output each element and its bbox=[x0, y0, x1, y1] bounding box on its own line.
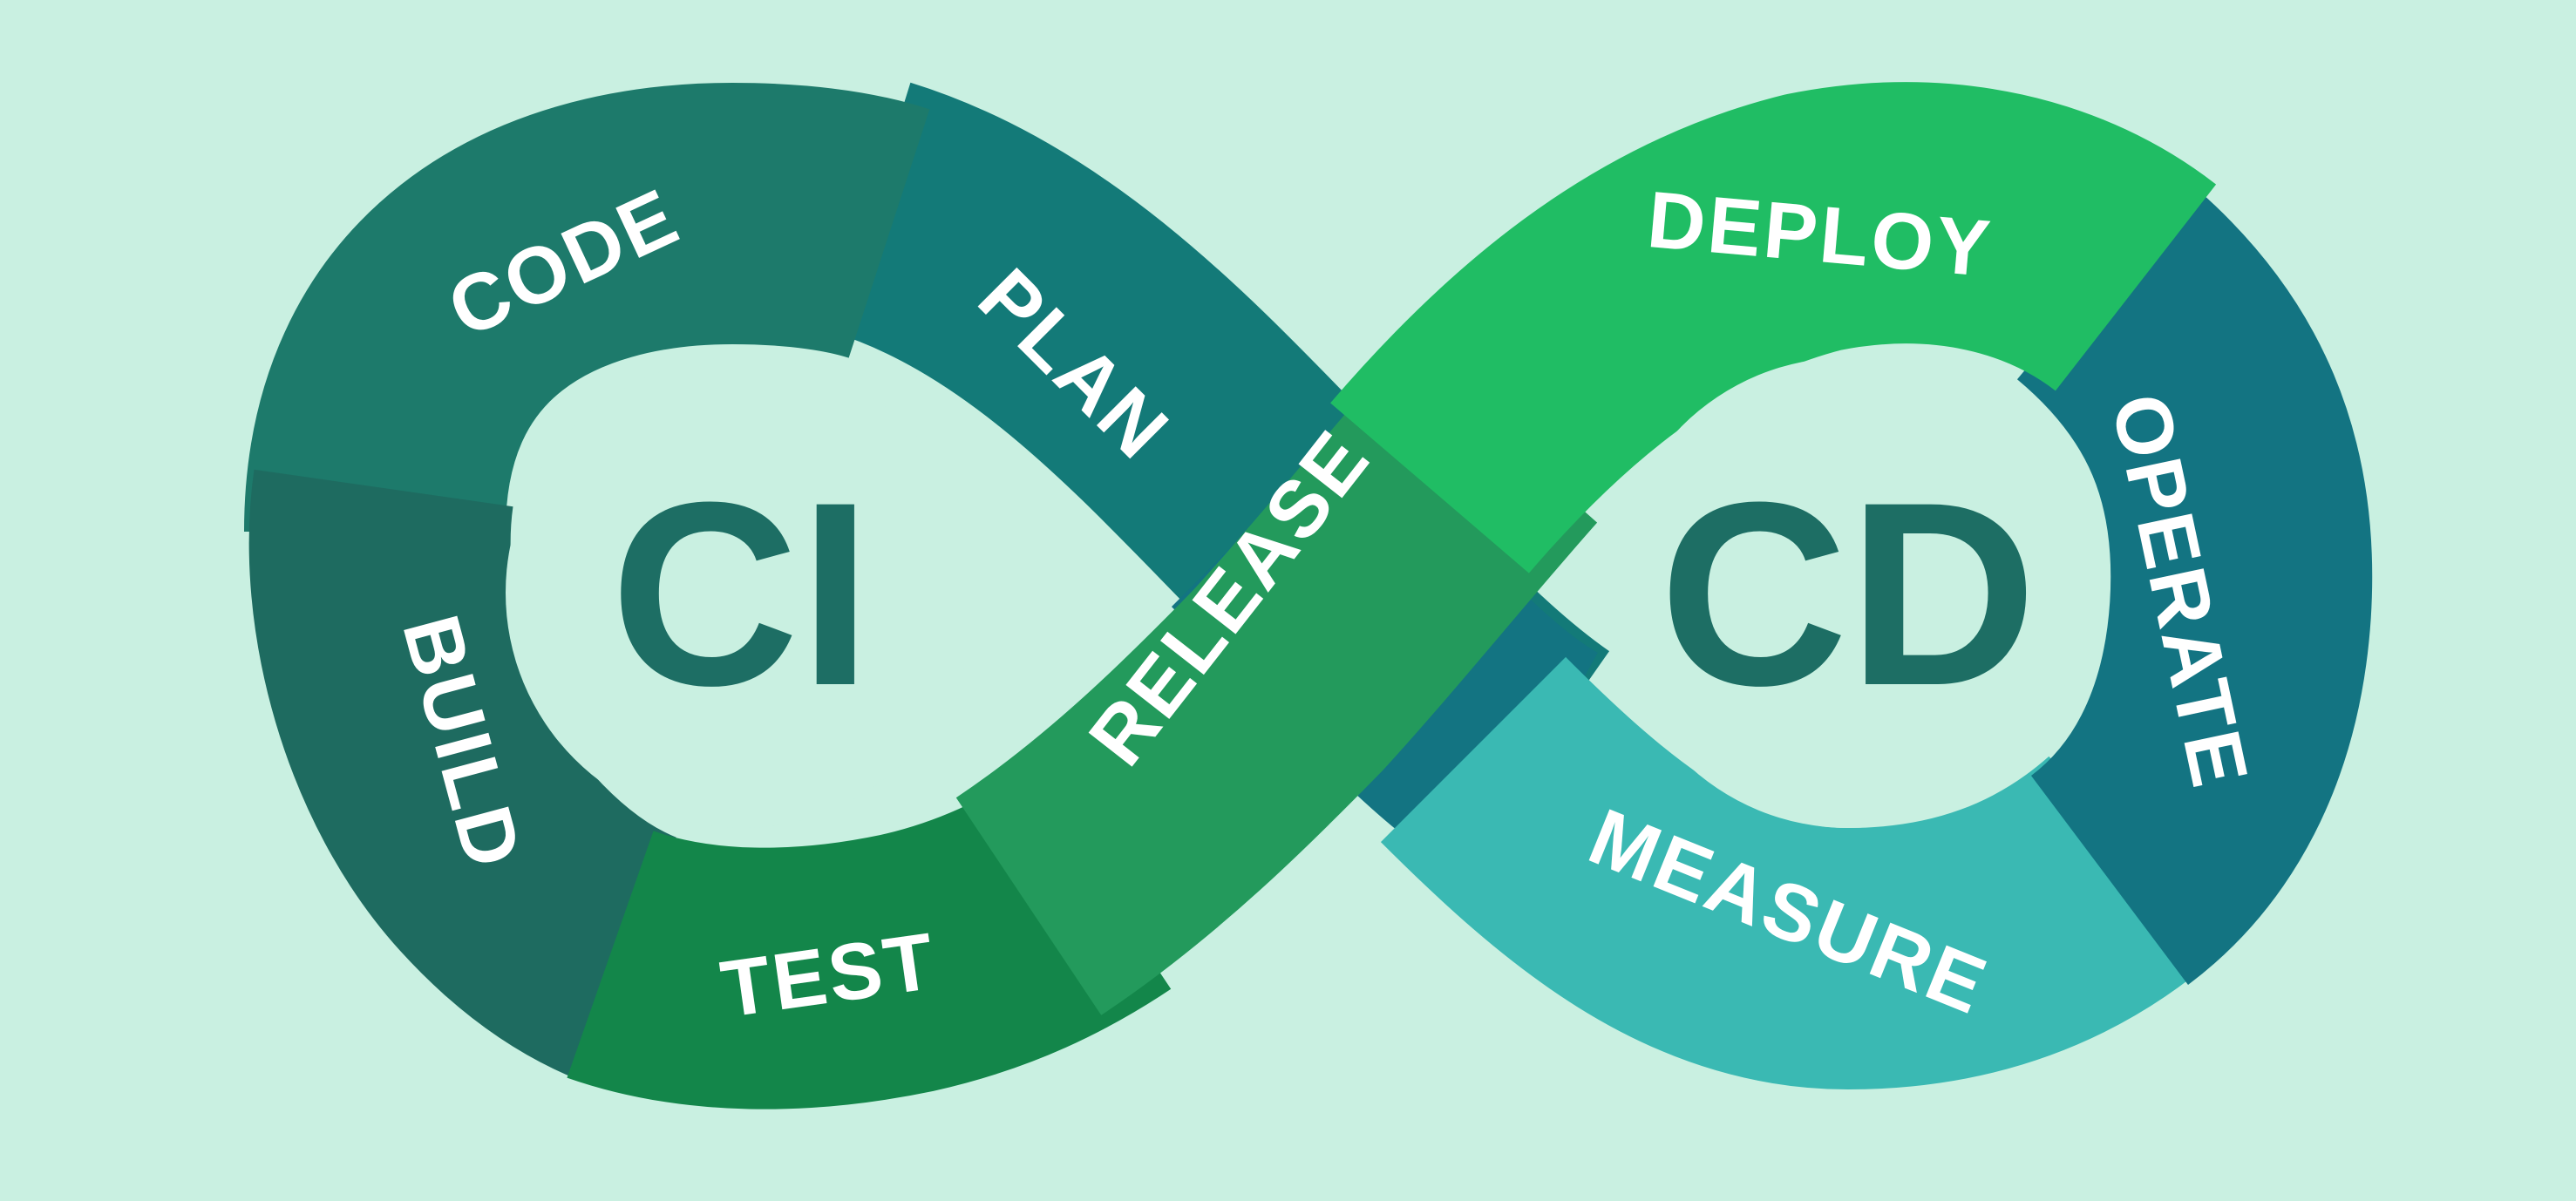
cd-label: CD bbox=[1659, 447, 2036, 740]
operate-segment bbox=[2015, 178, 2373, 985]
measure-segment bbox=[1380, 656, 2223, 1090]
release-segment bbox=[955, 349, 1598, 1015]
deploy-segment bbox=[1330, 82, 2217, 573]
code-segment bbox=[244, 82, 930, 535]
ci-label: CI bbox=[610, 447, 872, 740]
ci-hole bbox=[506, 357, 976, 828]
cd-hole bbox=[1613, 357, 2083, 828]
build-segment bbox=[248, 469, 679, 1081]
